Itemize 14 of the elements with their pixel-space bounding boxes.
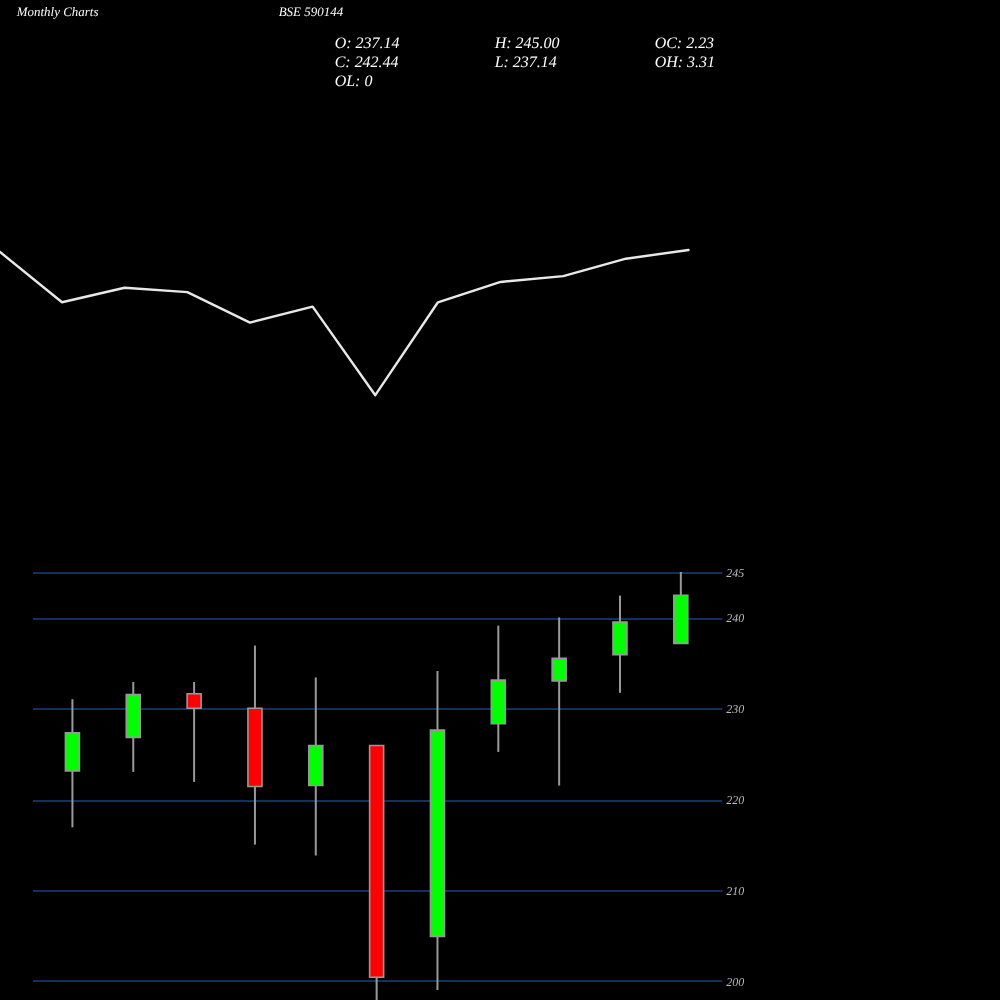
candlestick [307,676,323,857]
candlestick [63,698,80,829]
text: OH: 3.31 [653,53,715,72]
candlestick [611,594,628,694]
candlestick [550,616,567,787]
candlestick [489,624,506,753]
candlestick [124,680,141,773]
text: OC: 2.23 [653,34,714,53]
candlestick [185,680,202,783]
text: O: 237.14 [333,34,399,53]
text: OL: 0 [333,72,372,91]
text: H: 245.00 [491,34,559,53]
text: C: 242.44 [333,53,398,72]
text: L: 237.14 [491,53,557,72]
